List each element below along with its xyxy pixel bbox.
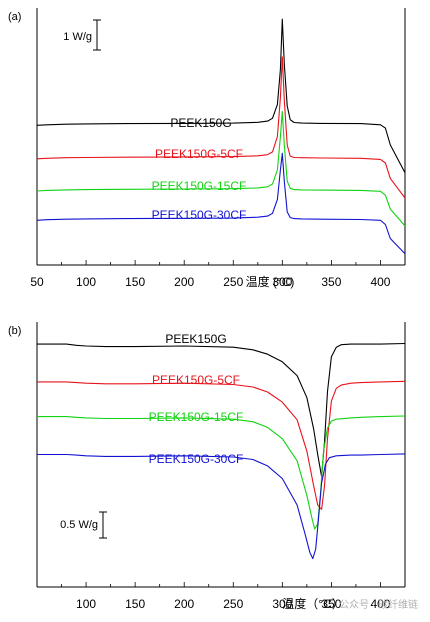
watermark: 公众号 · 碳纤维链 — [339, 598, 418, 611]
series-line-3 — [36, 110, 406, 227]
series-label-3: PEEK150G-15CF — [152, 179, 247, 193]
series-label-1: PEEK150G — [170, 116, 231, 130]
series-line-2 — [37, 380, 406, 510]
chart-panel-a: (a) 50 100 150 200 250 300 350 400 温度 (°C) 1 W/g PE… — [8, 8, 406, 289]
series-label-2: PEEK150G-5CF — [155, 147, 243, 161]
x-tick-label: 300 — [272, 597, 292, 611]
x-tick-label: 250 — [223, 275, 243, 289]
x-tick-label: 100 — [76, 597, 96, 611]
series-label-1: PEEK150G — [165, 332, 226, 346]
x-tick-label: 200 — [174, 597, 194, 611]
panel-label: (b) — [8, 325, 21, 337]
series-label-3: PEEK150G-15CF — [149, 410, 244, 424]
panel-label: (a) — [8, 11, 21, 23]
x-tick-label: 250 — [223, 597, 243, 611]
x-tick-label: 150 — [125, 275, 145, 289]
series-label-2: PEEK150G-5CF — [152, 373, 240, 387]
series-line-3 — [37, 415, 406, 530]
scale-bar-label: 0.5 W/g — [60, 519, 98, 531]
x-tick-label: 400 — [370, 597, 390, 611]
x-tick-label: 350 — [321, 275, 341, 289]
x-tick-label: 350 — [321, 597, 341, 611]
series-label-4: PEEK150G-30CF — [152, 208, 247, 222]
x-tick-label: 200 — [174, 275, 194, 289]
scale-bar-label: 1 W/g — [63, 31, 92, 43]
chart-panel-b: (b) 100 150 200 250 300 350 400 温度（°C） 0.5 W/g PEE… — [8, 322, 406, 611]
series-label-4: PEEK150G-30CF — [149, 452, 244, 466]
x-tick-label: 100 — [76, 275, 96, 289]
series-line-4 — [36, 152, 406, 255]
x-tick-label: 300 — [272, 275, 292, 289]
series-line-1 — [37, 342, 406, 478]
series-line-2 — [36, 56, 406, 199]
series-line-4 — [37, 453, 406, 560]
x-tick-label: 400 — [370, 275, 390, 289]
x-tick-label: 50 — [30, 275, 44, 289]
series-line-1 — [36, 18, 406, 174]
watermark-text: 公众号 · 碳纤维链 — [339, 598, 418, 611]
x-tick-label: 150 — [125, 597, 145, 611]
x-axis-label: 温度 (°C) — [246, 274, 295, 289]
x-axis-label: 温度（°C） — [282, 596, 343, 611]
